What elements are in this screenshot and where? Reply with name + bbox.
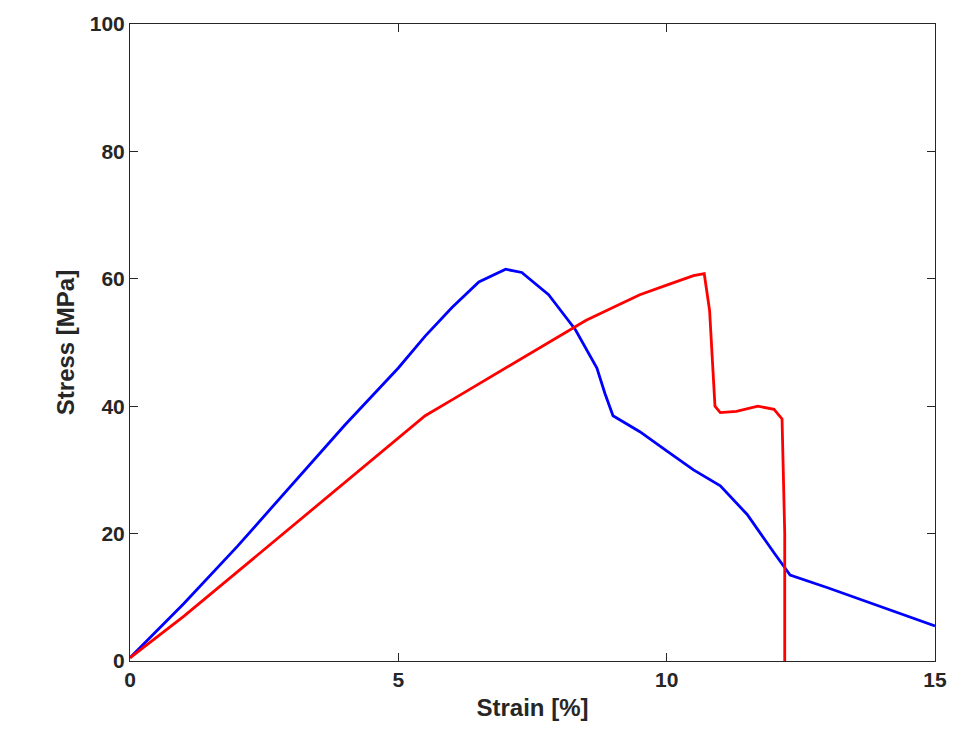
svg-text:0: 0: [124, 668, 136, 691]
svg-text:60: 60: [101, 267, 124, 290]
svg-text:40: 40: [101, 395, 124, 418]
svg-text:0: 0: [113, 649, 125, 672]
svg-text:5: 5: [392, 668, 404, 691]
svg-text:Stress [MPa]: Stress [MPa]: [52, 270, 79, 415]
svg-text:Strain [%]: Strain [%]: [476, 694, 588, 721]
svg-text:80: 80: [101, 140, 124, 163]
svg-text:100: 100: [90, 12, 125, 35]
svg-text:20: 20: [101, 522, 124, 545]
svg-text:10: 10: [655, 668, 678, 691]
svg-text:15: 15: [923, 668, 947, 691]
